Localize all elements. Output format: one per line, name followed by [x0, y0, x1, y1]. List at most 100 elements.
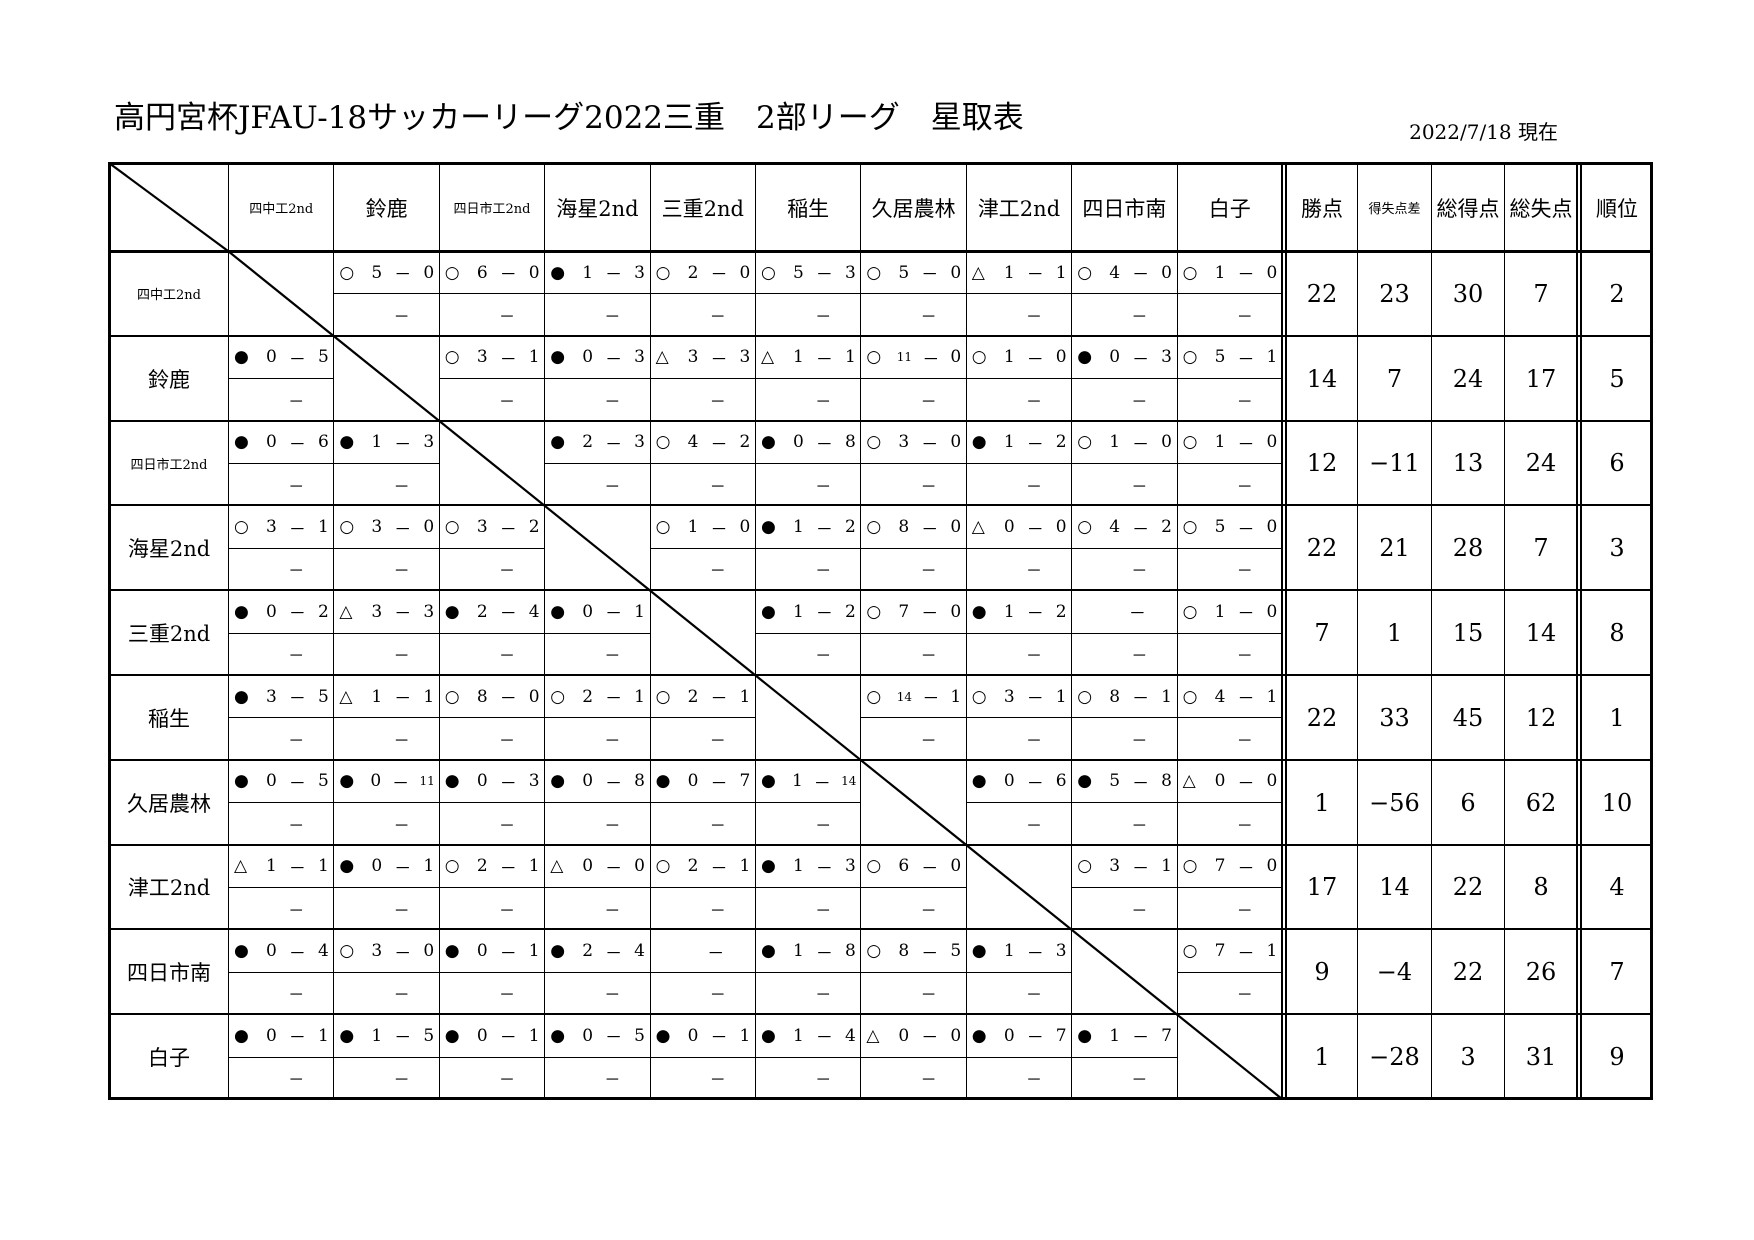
score-dash: －	[1237, 349, 1255, 370]
match-result: △ 1 － 1	[333, 675, 439, 718]
match-second-leg: －	[755, 802, 861, 845]
stat-rank: 2	[1581, 251, 1652, 336]
header-rule	[109, 250, 1652, 253]
stat-goal-difference: 21	[1357, 505, 1431, 591]
result-mark: ●	[761, 941, 776, 962]
column-header-team: 三重2nd	[649, 163, 755, 251]
match-second-leg: －	[1071, 887, 1177, 930]
result-mark: △	[1182, 771, 1196, 792]
match-result: ● 1 － 2	[755, 590, 861, 633]
goals-for: 0	[582, 1025, 594, 1046]
column-header-team: 鈴鹿	[333, 163, 439, 251]
match-result: ● 2 － 4	[438, 590, 545, 633]
goals-for: 1	[1109, 432, 1121, 453]
score-dash: －	[1132, 689, 1150, 710]
result-mark: ●	[971, 941, 987, 962]
column-header-stat: 総失点	[1504, 163, 1577, 251]
goals-against: 1	[844, 347, 856, 368]
goals-against: 7	[1055, 1025, 1067, 1046]
score-dash: －	[1237, 434, 1255, 455]
match-result: ● 1 － 4	[755, 1014, 861, 1057]
result-mark: ○	[655, 517, 671, 538]
second-leg-value: －	[604, 391, 621, 411]
second-leg-value: －	[604, 1070, 621, 1090]
result-mark: ○	[866, 686, 882, 707]
result-mark: ○	[866, 941, 882, 962]
row-header-team: 久居農林	[109, 759, 228, 845]
stat-goals-conceded: 17	[1504, 335, 1577, 421]
second-leg-value: －	[920, 646, 937, 666]
match-result: ○ 2 － 0	[649, 251, 755, 294]
result-mark: ●	[550, 941, 566, 962]
row-header-team: 海星2nd	[109, 505, 228, 591]
self-match-cell	[965, 844, 1072, 930]
stat-goals-scored: 3	[1431, 1014, 1504, 1099]
goals-for: 0	[793, 432, 804, 453]
score-dash: －	[1132, 858, 1150, 879]
row-header-team: 四日市工2nd	[109, 420, 228, 506]
match-result: ○ 4 － 0	[1071, 251, 1177, 294]
score-dash: －	[1237, 943, 1255, 964]
result-mark: ●	[761, 601, 776, 622]
result-mark: ○	[1077, 262, 1093, 283]
row-header-team: 三重2nd	[109, 590, 228, 675]
result-mark: △	[866, 1025, 880, 1046]
match-second-leg: －	[544, 1056, 650, 1099]
match-result: ● 0 － 3	[1071, 335, 1177, 379]
match-second-leg: －	[1176, 547, 1282, 591]
self-match-cell	[755, 675, 861, 760]
match-second-leg: －	[649, 547, 755, 591]
score-dash: －	[815, 434, 833, 455]
score-dash: －	[710, 349, 728, 370]
match-result: －	[1071, 590, 1177, 633]
match-second-leg: －	[755, 378, 861, 421]
goals-for: 0	[266, 941, 277, 962]
result-mark: △	[971, 517, 985, 538]
stat-goal-difference: −28	[1357, 1014, 1431, 1099]
result-mark: ○	[866, 262, 882, 283]
goals-for: 1	[1003, 347, 1015, 368]
second-leg-value: －	[1236, 985, 1253, 1005]
match-result: ○ 6 － 0	[438, 251, 545, 294]
score-dash: －	[1237, 265, 1255, 286]
goals-for: 1	[371, 1025, 383, 1046]
score-dash: －	[815, 604, 833, 625]
row-header-team: 四日市南	[109, 929, 228, 1015]
goals-against: 0	[739, 262, 751, 283]
score-dash: －	[710, 519, 728, 540]
match-second-leg: －	[649, 1056, 755, 1099]
goals-for: 1	[266, 856, 277, 877]
goals-against: 1	[528, 347, 540, 368]
stat-goal-difference: −4	[1357, 929, 1431, 1015]
second-leg-value: －	[709, 815, 726, 835]
stat-rank: 8	[1581, 590, 1652, 675]
result-mark: ○	[444, 347, 460, 368]
match-result: ○ 5 － 3	[755, 251, 861, 294]
second-leg-value: －	[815, 1070, 832, 1090]
score-dash: －	[1026, 689, 1044, 710]
stat-goal-difference: −56	[1357, 759, 1431, 845]
match-result: ● 0 － 1	[438, 929, 545, 972]
goals-for: 1	[793, 517, 804, 538]
score-dash: －	[288, 689, 306, 710]
goals-for: 8	[1109, 686, 1121, 707]
goals-for: 4	[1109, 262, 1121, 283]
second-leg-value: －	[709, 391, 726, 411]
score-dash: －	[1132, 349, 1150, 370]
second-leg-value: －	[604, 900, 621, 920]
match-result: ○ 5 － 1	[1176, 335, 1282, 379]
match-result: △ 1 － 1	[755, 335, 861, 379]
goals-for: 2	[476, 856, 488, 877]
score-dash: －	[1026, 519, 1044, 540]
result-mark: ○	[444, 856, 460, 877]
goals-against: 0	[950, 856, 962, 877]
goals-for: 1	[793, 941, 804, 962]
second-leg-value: －	[1025, 561, 1042, 581]
stat-goals-conceded: 8	[1504, 844, 1577, 930]
match-result: ● 1 － 7	[1071, 1014, 1177, 1057]
stat-goals-conceded: 14	[1504, 590, 1577, 675]
score-dash: －	[394, 519, 412, 540]
score-dash: －	[499, 689, 517, 710]
score-dash: －	[1132, 265, 1150, 286]
goals-against: 1	[317, 1025, 329, 1046]
